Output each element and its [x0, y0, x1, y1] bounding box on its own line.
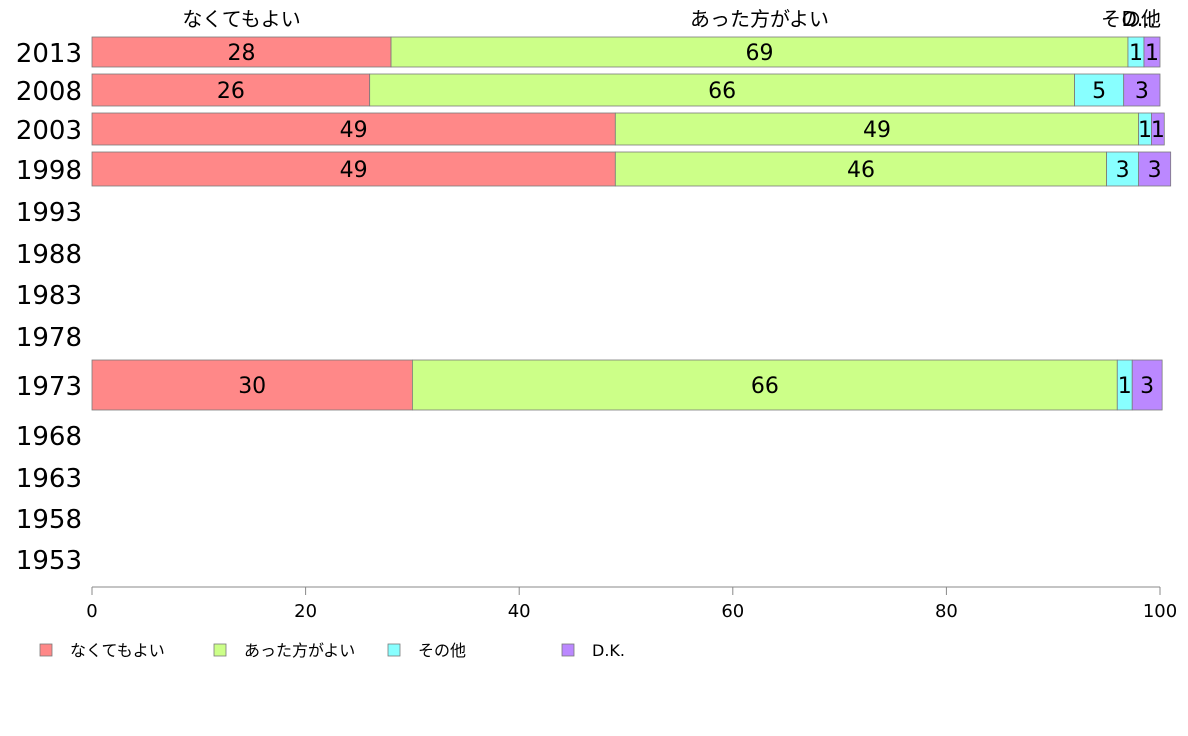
legend: なくてもよい あった方がよい その他 D.K. [39, 641, 625, 660]
y-tick-label-1973: 1973 [16, 372, 82, 402]
data-label-1998-series-3: 3 [1148, 158, 1162, 183]
data-label-2013-series-0: 28 [228, 41, 256, 66]
top-series-labels: なくてもよい あった方がよい その他D... [182, 7, 1161, 31]
legend-swatch-0 [39, 643, 53, 657]
top-label-2: その他 [1101, 7, 1161, 31]
data-label-2003-series-1: 49 [863, 118, 891, 143]
bar-2013-series-0 [91, 36, 392, 68]
bar-1973-series-1 [411, 359, 1118, 411]
x-tick-label-100: 100 [1143, 601, 1177, 622]
data-label-2008-series-2: 5 [1092, 79, 1106, 104]
data-label-1998-series-1: 46 [847, 158, 875, 183]
data-label-1973-series-3: 3 [1140, 374, 1154, 399]
bar-1998-series-1 [614, 151, 1108, 187]
data-label-2013-series-2: 1 [1129, 41, 1143, 66]
data-label-2003-series-2: 1 [1138, 118, 1152, 143]
bar-2013-series-1 [390, 36, 1129, 68]
data-label-1998-series-2: 3 [1116, 158, 1130, 183]
bar-1973-series-0 [91, 359, 413, 411]
legend-label-1: あった方がよい [244, 641, 355, 660]
bar-2003-series-0 [91, 112, 616, 146]
y-tick-label-1983: 1983 [16, 281, 82, 311]
x-tick-label-60: 60 [721, 601, 744, 622]
data-label-1973-series-2: 1 [1118, 374, 1132, 399]
data-label-2008-series-1: 66 [708, 79, 736, 104]
bar-1998-series-3 [1138, 151, 1172, 187]
x-axis: 0 20 40 60 80 100 [86, 586, 1177, 622]
top-label-3: D... [1122, 7, 1156, 31]
y-tick-label-1978: 1978 [16, 323, 82, 353]
y-tick-label-1958: 1958 [16, 505, 82, 535]
bar-2008-series-3 [1123, 73, 1161, 107]
data-label-2008-series-0: 26 [217, 79, 245, 104]
y-tick-label-1953: 1953 [16, 546, 82, 576]
data-label-1973-series-1: 66 [751, 374, 779, 399]
bar-2003-series-1 [614, 112, 1140, 146]
legend-label-3: D.K. [592, 641, 625, 660]
x-tick-label-40: 40 [508, 601, 531, 622]
y-tick-label-2008: 2008 [16, 77, 82, 107]
legend-label-2: その他 [418, 641, 466, 660]
legend-swatch-2 [387, 643, 401, 657]
y-tick-label-1998: 1998 [16, 156, 82, 186]
bar-2008-series-1 [369, 73, 1075, 107]
bar-1973-series-3 [1131, 359, 1163, 411]
x-tick-label-20: 20 [294, 601, 317, 622]
x-tick-label-0: 0 [86, 601, 97, 622]
data-label-2013-series-1: 69 [746, 41, 774, 66]
bar-2013-series-3 [1143, 36, 1161, 68]
data-label-2008-series-3: 3 [1135, 79, 1149, 104]
data-label-2013-series-3: 1 [1145, 41, 1159, 66]
data-label-1973-series-0: 30 [238, 374, 266, 399]
bar-1998-series-2 [1106, 151, 1140, 187]
y-tick-label-2003: 2003 [16, 116, 82, 146]
bar-1998-series-0 [91, 151, 616, 187]
top-label-0: なくてもよい [182, 7, 300, 31]
data-label-1998-series-0: 49 [340, 158, 368, 183]
legend-label-0: なくてもよい [70, 641, 165, 660]
top-label-1: あった方がよい [690, 7, 829, 31]
data-label-2003-series-0: 49 [340, 118, 368, 143]
x-tick-label-80: 80 [935, 601, 958, 622]
legend-swatch-1 [213, 643, 227, 657]
legend-swatch-3 [561, 643, 575, 657]
data-label-2003-series-3: 1 [1151, 118, 1165, 143]
bar-2008-series-2 [1074, 73, 1125, 107]
y-tick-label-2013: 2013 [16, 39, 82, 69]
bar-2003-series-3 [1151, 112, 1165, 146]
y-tick-label-1968: 1968 [16, 422, 82, 452]
y-tick-label-1988: 1988 [16, 240, 82, 270]
bars-layer [91, 36, 1172, 411]
y-tick-label-1963: 1963 [16, 464, 82, 494]
y-axis-labels: 2013 2008 2003 1998 1993 1988 1983 1978 1973 1968… [16, 39, 82, 576]
y-tick-label-1993: 1993 [16, 198, 82, 228]
